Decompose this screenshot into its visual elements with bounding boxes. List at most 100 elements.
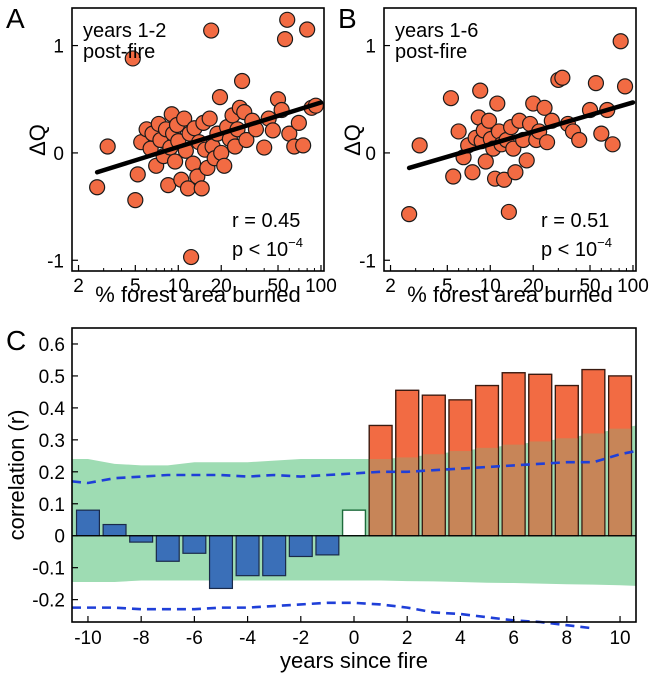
panel-c-bar-overlap <box>555 438 579 536</box>
panel-c-bar <box>75 509 101 537</box>
panel-c: C -10 -8 -6 -4 -2 0 2 4 6 8 10 -0.2 -0.1 0 0.1 0.2 0.3 0.… <box>4 325 637 673</box>
panel-a-point <box>203 22 220 39</box>
panel-b-point <box>442 90 460 107</box>
panel-a-ylabel: ΔQ <box>25 124 50 156</box>
panel-c-x-tick-label: 0 <box>349 628 360 649</box>
panel-c-marks: -10 -8 -6 -4 -2 0 2 4 6 8 10 -0.2 -0.1 0 0.1 0.2 0.3 0.4 0… <box>32 335 637 649</box>
panel-a-point <box>279 11 296 28</box>
panel-b-frame <box>383 7 637 272</box>
panel-a-y-tick-label: -1 <box>47 251 64 272</box>
panel-c-x-tick-label: 10 <box>609 628 630 649</box>
panel-c-x-tick-label: -4 <box>239 628 256 649</box>
panel-c-bar-overlap <box>528 441 552 536</box>
panel-c-bar <box>235 535 260 577</box>
panel-c-x-tick-label: -10 <box>74 628 101 649</box>
panel-b-point <box>507 164 524 181</box>
panel-b-y-tick-label: 1 <box>365 37 376 58</box>
panel-b-point <box>538 134 556 151</box>
panel-a-point <box>238 131 255 149</box>
panel-a-point <box>129 166 146 183</box>
panel-a-annotation-line-2: post-fire <box>83 41 155 63</box>
panel-a-frame <box>71 7 325 272</box>
panel-c-bar <box>208 535 234 590</box>
panel-b-point <box>604 136 621 153</box>
panel-a-y-tick-label: 0 <box>53 144 64 165</box>
panel-a-point <box>299 21 316 38</box>
panel-a-point <box>183 248 200 266</box>
panel-b-marks: 2 5 10 20 50 100 -1 0 1 <box>359 33 649 297</box>
panel-b-x-tick-label: 20 <box>523 276 544 297</box>
panel-a-point <box>127 192 144 209</box>
panel-c-ylabel: correlation (r) <box>4 410 29 541</box>
panel-c-bar <box>155 535 180 562</box>
panel-b-stat-r: r = 0.51 <box>541 210 609 232</box>
panel-c-bar <box>129 535 154 543</box>
panel-b-stat-p-exp: −4 <box>597 235 612 250</box>
panel-b-point <box>500 203 517 221</box>
panel-b-point <box>587 75 605 92</box>
panel-b-x-tick-label: 100 <box>617 276 649 297</box>
panel-c-bar-overlap <box>395 457 419 536</box>
panel-a-point <box>193 180 210 197</box>
panel-c-y-tick-label: -0.2 <box>32 591 65 612</box>
panel-a-point <box>176 110 193 127</box>
panel-a-point <box>89 179 106 196</box>
panel-b-point <box>518 152 535 169</box>
panel-b: B 2 5 10 20 50 100 -1 0 1 years 1-6 post-fire r … <box>338 3 649 307</box>
panel-c-y-tick-label: 0.5 <box>39 367 65 388</box>
panel-b-point <box>616 78 634 95</box>
panel-b-point <box>489 95 506 112</box>
panel-b-point <box>472 82 489 99</box>
panel-b-point <box>401 206 418 223</box>
panel-b-x-tick-label: 5 <box>442 276 453 297</box>
panel-c-bar <box>288 535 313 558</box>
panel-b-ylabel: ΔQ <box>340 124 365 156</box>
panel-a-xlabel: % forest area burned <box>95 282 300 307</box>
panel-a-point <box>124 50 141 67</box>
panel-b-point <box>536 99 553 116</box>
panel-b-xlabel: % forest area burned <box>407 282 612 307</box>
panel-c-y-tick-label: 0 <box>54 527 65 548</box>
panel-letter-c: C <box>6 325 26 356</box>
panel-a-x-tick-label: 50 <box>267 276 288 297</box>
panel-c-bar-overlap <box>581 433 605 536</box>
panel-c-bar-overlap <box>475 447 499 536</box>
panel-c-x-tick-label: -2 <box>292 628 309 649</box>
panel-b-point <box>411 137 428 154</box>
panel-b-point <box>464 164 481 181</box>
panel-c-bar-overlap <box>422 454 446 536</box>
panel-c-y-tick-label: 0.6 <box>39 335 65 356</box>
panel-a-point <box>99 138 116 155</box>
panel-c-bar-overlap <box>448 451 472 536</box>
panel-b-annotation-line-1: years 1-6 <box>395 20 478 42</box>
panel-b-point <box>571 131 588 149</box>
panel-a-stat-p: p < 10−4 <box>232 235 303 261</box>
panel-c-bar <box>315 535 340 556</box>
panel-b-point <box>612 33 629 50</box>
panel-a-x-tick-label: 2 <box>73 276 84 297</box>
panel-c-bar-overlap <box>502 444 526 536</box>
panel-c-dashed-lower <box>72 601 594 630</box>
panel-a: A 2 5 10 20 50 100 -1 0 1 years 1-2 post-fire r … <box>6 3 337 307</box>
panel-letter-a: A <box>6 3 25 34</box>
panel-c-x-tick-label: 6 <box>508 628 519 649</box>
panel-a-stat-r: r = 0.45 <box>232 210 300 232</box>
panel-a-point <box>211 88 229 106</box>
panel-c-y-tick-label: 0.2 <box>39 463 65 484</box>
panel-c-x-tick-label: 4 <box>455 628 466 649</box>
panel-b-point <box>593 125 610 142</box>
panel-b-fit-line <box>406 100 636 171</box>
panel-c-y-tick-label: 0.3 <box>39 431 65 452</box>
panel-b-x-tick-label: 10 <box>480 276 501 297</box>
panel-b-annotation-line-2: post-fire <box>395 41 467 63</box>
panel-b-y-tick-label: -1 <box>359 251 376 272</box>
panel-b-x-tick-label: 2 <box>385 276 396 297</box>
panel-c-frame <box>71 327 637 623</box>
panel-a-fit-line <box>94 100 324 175</box>
panel-b-point <box>480 112 498 129</box>
panel-b-x-tick-label: 50 <box>579 276 600 297</box>
panel-a-point <box>216 157 233 174</box>
panel-c-bar-overlap <box>608 428 632 536</box>
panel-a-stat-p-prefix: p < 10 <box>232 239 288 261</box>
panel-a-point <box>295 137 312 154</box>
